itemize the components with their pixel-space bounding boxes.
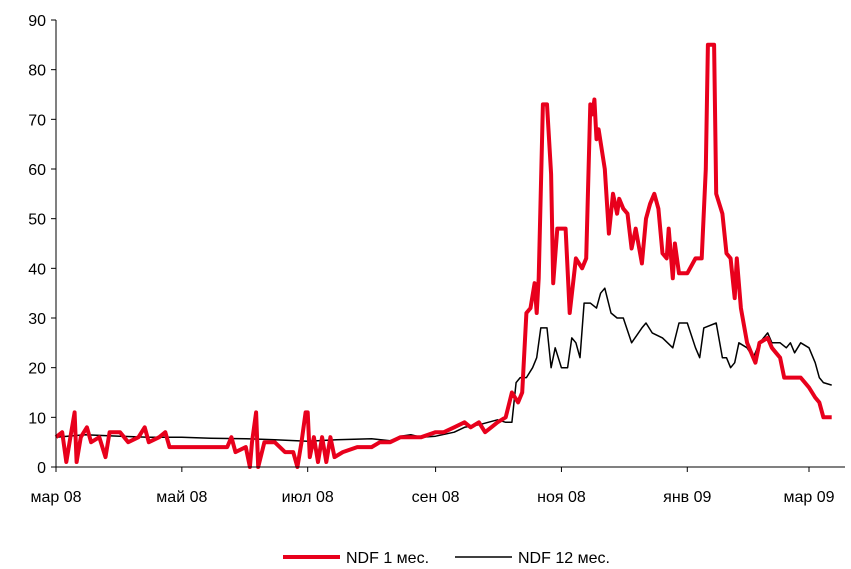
y-tick-label: 50	[28, 212, 46, 229]
x-tick-label: мар 08	[30, 489, 81, 506]
x-tick-label: июл 08	[282, 489, 334, 506]
y-tick-label: 30	[28, 311, 46, 328]
y-tick-label: 0	[37, 460, 46, 477]
x-tick-label: май 08	[156, 489, 207, 506]
series-line-ndf-12m	[55, 287, 832, 442]
legend-label: NDF 12 мес.	[518, 550, 610, 567]
x-axis-ticks: мар 08 май 08 июл 08 сен 08 ноя 08 янв 09 мар …	[30, 467, 835, 506]
y-tick-label: 80	[28, 63, 46, 80]
legend: NDF 1 мес. NDF 12 мес.	[283, 550, 610, 567]
x-tick-label: сен 08	[412, 489, 460, 506]
y-axis-ticks: 0 10 20 30 40 50 60 70 80 90	[28, 13, 56, 477]
y-tick-label: 60	[28, 162, 46, 179]
x-tick-label: янв 09	[663, 489, 711, 506]
y-tick-label: 90	[28, 13, 46, 30]
y-tick-label: 40	[28, 261, 46, 278]
series-lines	[54, 42, 832, 469]
series-line-ndf-1m	[54, 42, 832, 469]
x-tick-label: мар 09	[783, 489, 834, 506]
y-tick-label: 70	[28, 112, 46, 129]
y-tick-label: 10	[28, 410, 46, 427]
x-tick-label: ноя 08	[537, 489, 586, 506]
legend-label: NDF 1 мес.	[346, 550, 429, 567]
y-tick-label: 20	[28, 361, 46, 378]
